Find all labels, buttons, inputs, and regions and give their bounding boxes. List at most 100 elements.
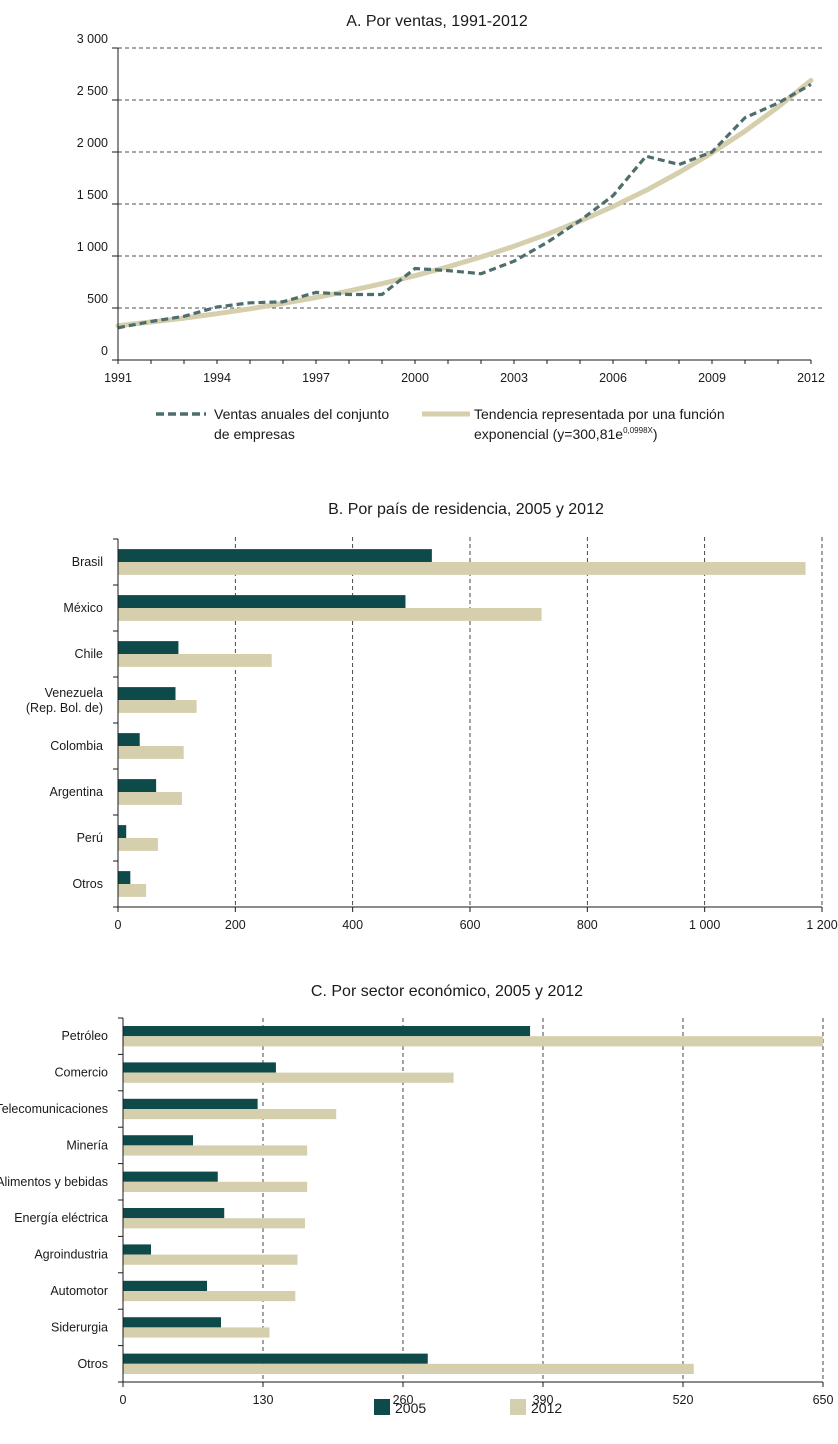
country-bar-2005 bbox=[118, 687, 176, 700]
sector-bar-2005 bbox=[123, 1098, 258, 1109]
sector-bar-2012 bbox=[123, 1327, 270, 1338]
chart-a-sales: A. Por ventas, 1991-2012 0 500 1 000 1 500 2… bbox=[77, 13, 825, 442]
chart-b-country: B. Por país de residencia, 2005 y 2012 0… bbox=[26, 501, 838, 932]
sector-bar-2012 bbox=[123, 1109, 337, 1120]
country-bar-2012 bbox=[118, 746, 184, 759]
country-bar-2005 bbox=[118, 779, 157, 792]
legend-label-2005: 2005 bbox=[395, 1400, 426, 1416]
chart-a-legend: Ventas anuales del conjunto de empresas … bbox=[156, 406, 725, 442]
x-tick-label: 650 bbox=[813, 1393, 834, 1407]
legend-label-2012: 2012 bbox=[531, 1400, 562, 1416]
x-tick-label: 1991 bbox=[104, 371, 132, 385]
y-tick-label: 500 bbox=[87, 292, 108, 306]
y-tick-label: 3 000 bbox=[77, 32, 108, 46]
x-tick-label: 0 bbox=[120, 1393, 127, 1407]
series-line-trend bbox=[115, 77, 814, 329]
category-label: Otros bbox=[77, 1357, 108, 1371]
country-bar-2005 bbox=[118, 549, 432, 562]
category-label: Venezuela bbox=[45, 686, 103, 700]
category-label: Argentina bbox=[49, 785, 103, 799]
legend-label-trend-line2: exponencial (y=300,81e0,0998X) bbox=[474, 426, 658, 442]
y-tick-label: 0 bbox=[101, 344, 108, 358]
sector-bar-2005 bbox=[123, 1353, 428, 1364]
country-bar-2005 bbox=[118, 641, 179, 654]
sector-bar-2012 bbox=[123, 1363, 694, 1374]
sector-bar-2005 bbox=[123, 1280, 207, 1291]
x-tick-label: 2000 bbox=[401, 371, 429, 385]
sector-bar-2012 bbox=[123, 1072, 454, 1083]
category-label: Telecomunicaciones bbox=[0, 1102, 108, 1116]
category-label: Petróleo bbox=[61, 1029, 108, 1043]
x-tick-label: 2003 bbox=[500, 371, 528, 385]
x-tick-label: 200 bbox=[225, 918, 246, 932]
chart-c-title: C. Por sector económico, 2005 y 2012 bbox=[311, 983, 583, 1000]
x-tick-label: 1994 bbox=[203, 371, 231, 385]
sector-bar-2005 bbox=[123, 1208, 225, 1219]
sector-bar-2005 bbox=[123, 1062, 276, 1073]
legend-label-sales-line2: de empresas bbox=[214, 426, 295, 442]
y-tick-label: 2 000 bbox=[77, 136, 108, 150]
chart-a-title: A. Por ventas, 1991-2012 bbox=[346, 13, 528, 30]
x-tick-label: 400 bbox=[342, 918, 363, 932]
category-label: Alimentos y bebidas bbox=[0, 1175, 108, 1189]
x-tick-label: 1997 bbox=[302, 371, 330, 385]
sector-bar-2005 bbox=[123, 1317, 221, 1328]
x-tick-label: 390 bbox=[533, 1393, 554, 1407]
sector-bar-2012 bbox=[123, 1218, 305, 1229]
country-bar-2012 bbox=[118, 562, 806, 575]
category-label: Brasil bbox=[72, 555, 103, 569]
country-bar-2005 bbox=[118, 733, 140, 746]
sector-bar-2012 bbox=[123, 1291, 296, 1302]
x-tick-label: 130 bbox=[253, 1393, 274, 1407]
sector-bar-2005 bbox=[123, 1026, 531, 1037]
y-tick-label: 1 500 bbox=[77, 188, 108, 202]
sector-bar-2005 bbox=[123, 1244, 151, 1255]
sector-bar-2012 bbox=[123, 1254, 298, 1265]
chart-c-legend: 2005 2012 bbox=[374, 1399, 562, 1416]
category-label: Comercio bbox=[55, 1066, 109, 1080]
chart-c-sector: C. Por sector económico, 2005 y 2012 0 13… bbox=[0, 983, 833, 1416]
sector-bar-2012 bbox=[123, 1036, 823, 1047]
category-label: México bbox=[63, 601, 103, 615]
country-bar-2012 bbox=[118, 608, 542, 621]
category-label: (Rep. Bol. de) bbox=[26, 701, 103, 715]
x-tick-label: 520 bbox=[673, 1393, 694, 1407]
chart-b-title: B. Por país de residencia, 2005 y 2012 bbox=[328, 501, 604, 518]
sector-bar-2012 bbox=[123, 1145, 308, 1156]
country-bar-2012 bbox=[118, 654, 272, 667]
x-tick-label: 2012 bbox=[797, 371, 825, 385]
category-label: Perú bbox=[77, 831, 103, 845]
x-tick-label: 800 bbox=[577, 918, 598, 932]
x-tick-label: 1 200 bbox=[806, 918, 837, 932]
category-label: Colombia bbox=[50, 739, 103, 753]
x-tick-label: 1 000 bbox=[689, 918, 720, 932]
y-tick-label: 1 000 bbox=[77, 240, 108, 254]
category-label: Energía eléctrica bbox=[14, 1211, 108, 1225]
category-label: Automotor bbox=[50, 1284, 108, 1298]
country-bar-2012 bbox=[118, 700, 197, 713]
country-bar-2012 bbox=[118, 792, 182, 805]
category-label: Chile bbox=[75, 647, 104, 661]
category-label: Siderurgia bbox=[51, 1320, 108, 1334]
country-bar-2005 bbox=[118, 825, 127, 838]
sector-bar-2005 bbox=[123, 1135, 193, 1146]
y-tick-label: 2 500 bbox=[77, 84, 108, 98]
legend-swatch-2012 bbox=[510, 1399, 526, 1415]
sector-bar-2012 bbox=[123, 1181, 308, 1192]
country-bar-2005 bbox=[118, 595, 406, 608]
sector-bar-2005 bbox=[123, 1171, 218, 1182]
category-label: Minería bbox=[66, 1138, 108, 1152]
x-tick-label: 260 bbox=[393, 1393, 414, 1407]
x-tick-label: 2009 bbox=[698, 371, 726, 385]
legend-label-sales-line1: Ventas anuales del conjunto bbox=[214, 406, 389, 422]
country-bar-2012 bbox=[118, 838, 158, 851]
x-tick-label: 2006 bbox=[599, 371, 627, 385]
x-tick-label: 0 bbox=[115, 918, 122, 932]
category-label: Agroindustria bbox=[34, 1248, 108, 1262]
legend-swatch-2005 bbox=[374, 1399, 390, 1415]
country-bar-2012 bbox=[118, 884, 147, 897]
x-tick-label: 600 bbox=[460, 918, 481, 932]
country-bar-2005 bbox=[118, 871, 131, 884]
legend-label-trend-line1: Tendencia representada por una función bbox=[474, 406, 725, 422]
